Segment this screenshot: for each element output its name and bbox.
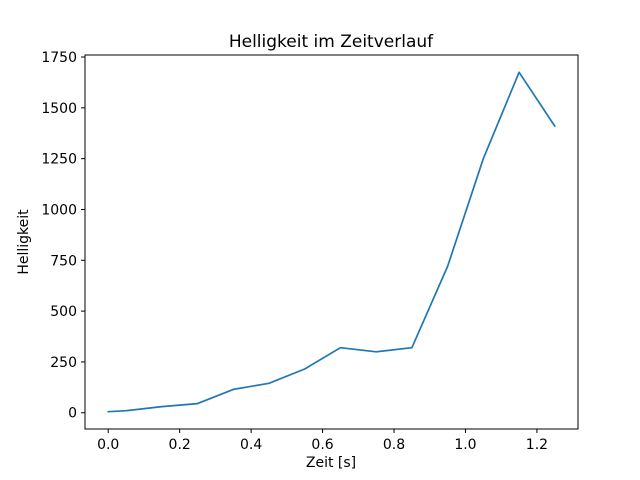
x-axis-label: Zeit [s] <box>306 455 356 471</box>
plot-border <box>84 54 579 430</box>
x-tick-label: 1.0 <box>454 437 476 453</box>
y-tick-label: 1750 <box>41 50 77 66</box>
y-tick-label: 1000 <box>41 202 77 218</box>
y-tick-label: 750 <box>50 253 77 269</box>
x-tick-label: 1.2 <box>526 437 548 453</box>
x-tick-label: 0.8 <box>383 437 405 453</box>
y-axis-label: Helligkeit <box>16 209 32 275</box>
y-tick-label: 0 <box>68 406 77 422</box>
data-line-series <box>107 71 556 413</box>
x-tick-label: 0.4 <box>240 437 262 453</box>
plot-area: 0.0 0.2 0.4 0.6 0.8 1.0 1.2 0 250 500 750 1000 1250 1… <box>41 50 579 453</box>
x-tick-label: 0.6 <box>311 437 333 453</box>
chart-title: Helligkeit im Zeitverlauf <box>229 32 434 52</box>
y-tick-label: 1500 <box>41 101 77 117</box>
x-tick-label: 0.2 <box>169 437 191 453</box>
y-tick-label: 500 <box>50 304 77 320</box>
y-tick-label: 250 <box>50 355 77 371</box>
y-tick-label: 1250 <box>41 152 77 168</box>
x-tick-label: 0.0 <box>97 437 119 453</box>
